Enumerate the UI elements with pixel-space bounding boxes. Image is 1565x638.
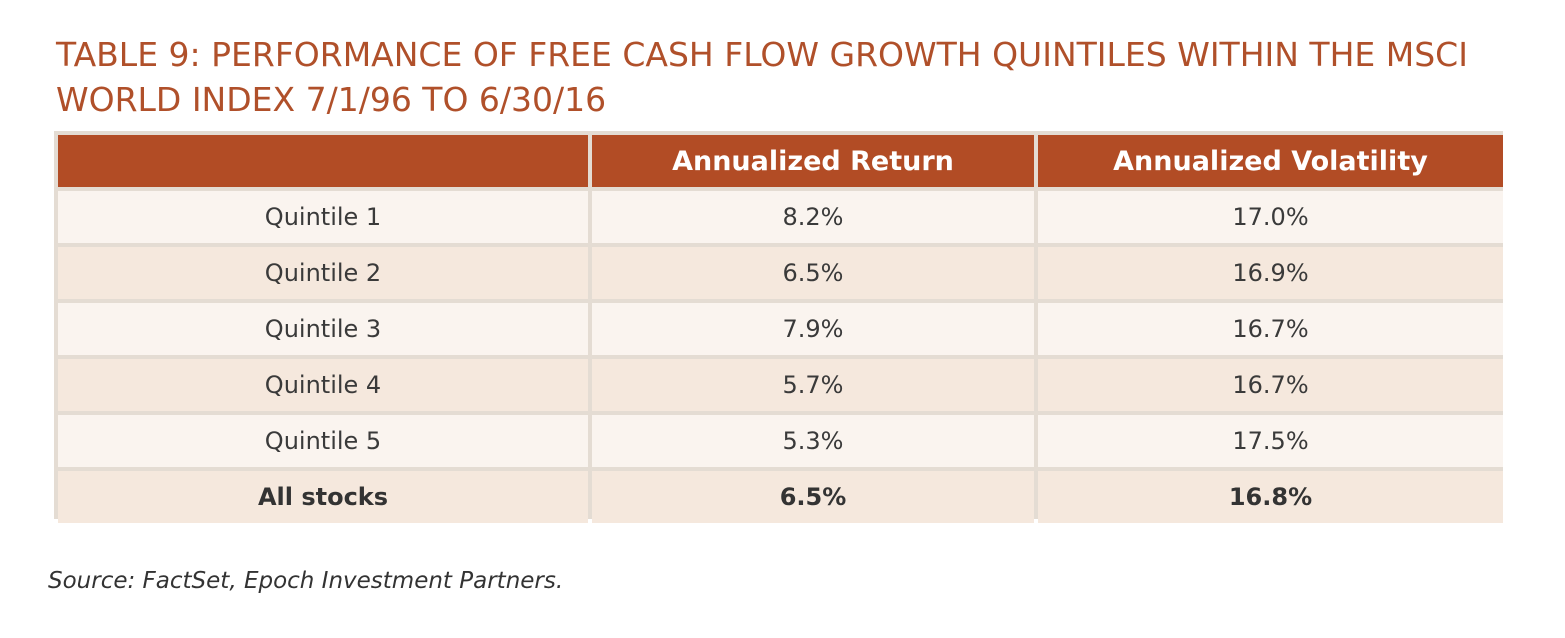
row-return: 8.2% xyxy=(592,191,1034,243)
header-annualized-return: Annualized Return xyxy=(592,135,1034,187)
row-return: 6.5% xyxy=(592,471,1034,523)
row-volatility: 17.5% xyxy=(1038,415,1503,467)
row-label: Quintile 3 xyxy=(58,303,588,355)
source-note: Source: FactSet, Epoch Investment Partne… xyxy=(48,568,564,594)
performance-table: Annualized Return Annualized Volatility … xyxy=(54,131,1507,527)
row-volatility: 17.0% xyxy=(1038,191,1503,243)
row-volatility: 16.8% xyxy=(1038,471,1503,523)
row-return: 6.5% xyxy=(592,247,1034,299)
table-row: Quintile 5 5.3% 17.5% xyxy=(58,415,1503,467)
row-return: 5.3% xyxy=(592,415,1034,467)
table-row: Quintile 4 5.7% 16.7% xyxy=(58,359,1503,411)
row-volatility: 16.9% xyxy=(1038,247,1503,299)
row-volatility: 16.7% xyxy=(1038,303,1503,355)
row-label: Quintile 5 xyxy=(58,415,588,467)
row-label: Quintile 2 xyxy=(58,247,588,299)
header-label xyxy=(58,135,588,187)
table-row: Quintile 3 7.9% 16.7% xyxy=(58,303,1503,355)
row-label: Quintile 1 xyxy=(58,191,588,243)
row-label: Quintile 4 xyxy=(58,359,588,411)
table-title: TABLE 9: PERFORMANCE OF FREE CASH FLOW G… xyxy=(56,32,1516,122)
row-return: 5.7% xyxy=(592,359,1034,411)
table-header-row: Annualized Return Annualized Volatility xyxy=(58,135,1503,187)
row-return: 7.9% xyxy=(592,303,1034,355)
table-title-line-1: TABLE 9: PERFORMANCE OF FREE CASH FLOW G… xyxy=(56,35,1468,74)
row-volatility: 16.7% xyxy=(1038,359,1503,411)
table-row: Quintile 1 8.2% 17.0% xyxy=(58,191,1503,243)
table-total-row: All stocks 6.5% 16.8% xyxy=(58,471,1503,523)
row-label: All stocks xyxy=(58,471,588,523)
table-title-line-2: WORLD INDEX 7/1/96 TO 6/30/16 xyxy=(56,80,607,119)
header-annualized-volatility: Annualized Volatility xyxy=(1038,135,1503,187)
table-row: Quintile 2 6.5% 16.9% xyxy=(58,247,1503,299)
